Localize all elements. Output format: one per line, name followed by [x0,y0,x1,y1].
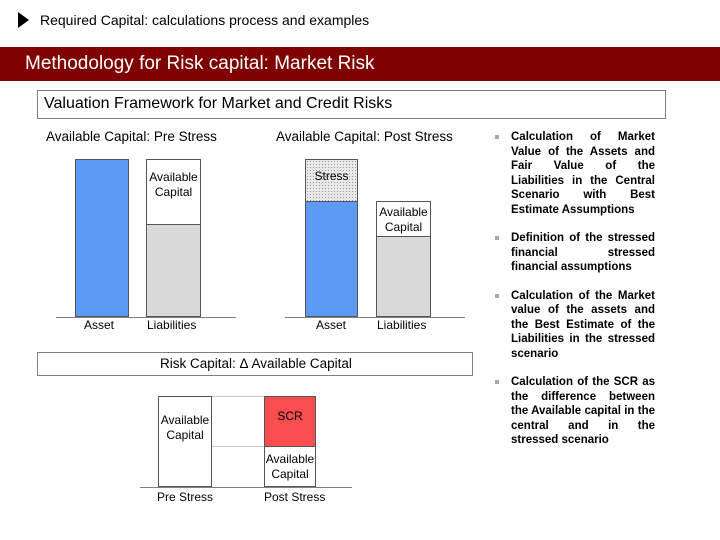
rc-post-stress-available-capital-bar [264,446,316,487]
rc-axis [140,487,352,488]
pre-stress-available-capital-label: Available Capital [149,170,198,199]
post-stress-liabilities-bar [376,236,431,317]
post-stress-asset-label: Asset [316,318,347,332]
pre-stress-asset-label: Asset [84,318,115,332]
scr-label: SCR [277,409,303,423]
rc-pre-stress-available-capital-label: Available Capital [160,413,210,442]
pre-stress-liabilities-label: Liabilities [147,318,197,332]
post-stress-liabilities-label: Liabilities [377,318,427,332]
bullet-icon [495,135,499,139]
pre-stress-liabilities-bar [146,224,201,317]
post-stress-asset-bar [305,201,358,317]
banner-title: Methodology for Risk capital: Market Ris… [25,53,375,74]
rc-post-stress-available-capital-label: Available Capital [265,452,315,481]
post-stress-axis [285,317,465,318]
post-stress-title: Available Capital: Post Stress [276,129,453,144]
rc-pre-stress-label: Pre Stress [157,490,214,504]
risk-capital-title: Risk Capital: Δ Available Capital [160,356,352,371]
banner [0,47,720,81]
post-stress-stress-label: Stress [314,169,349,183]
rc-pre-stress-available-capital-bar [158,396,212,487]
scr-bar [264,396,316,447]
bullet-icon [495,236,499,240]
pre-stress-title: Available Capital: Pre Stress [46,129,217,144]
bullet-icon [495,380,499,384]
pre-stress-asset-bar [75,159,129,317]
rc-guide-top [212,396,264,397]
bullet-item: Calculation of Market Value of the Asset… [493,130,655,217]
bullet-list: Calculation of Market Value of the Asset… [493,130,655,462]
bullet-icon [495,293,499,298]
framework-title: Valuation Framework for Market and Credi… [44,95,393,112]
pre-stress-axis [56,317,236,318]
risk-capital-title-box [37,352,473,376]
rc-post-stress-label: Post Stress [264,490,326,504]
header-title: Required Capital: calculations process a… [40,12,370,28]
header-arrow-icon [18,12,29,28]
framework-title-box [37,90,666,119]
rc-guide-middle [212,446,264,447]
post-stress-available-capital-label: Available Capital [379,205,428,234]
bullet-item: Definition of the stressed financial str… [493,231,655,275]
bullet-item: Calculation of the SCR as the difference… [493,375,655,448]
bullet-item: Calculation of the Market value of the a… [493,289,655,362]
post-stress-stress-bar [305,159,358,202]
